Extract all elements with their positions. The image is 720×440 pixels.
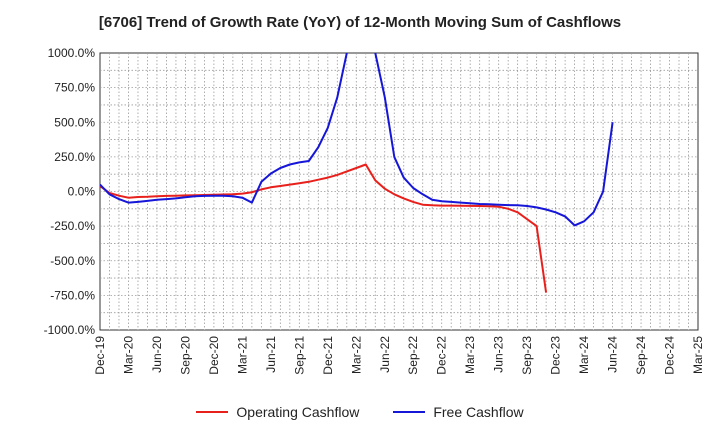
x-tick-label: Sep-21 [292, 336, 306, 375]
x-tick-label: Jun-23 [492, 336, 506, 373]
x-tick-label: Dec-24 [663, 336, 677, 375]
y-tick-label: -250.0% [50, 219, 95, 233]
x-tick-label: Dec-21 [321, 336, 335, 375]
legend-item-free: Free Cashflow [393, 404, 524, 420]
x-tick-label: Dec-23 [549, 336, 563, 375]
x-tick-label: Jun-20 [150, 336, 164, 373]
y-tick-label: 750.0% [54, 81, 95, 95]
y-tick-label: 1000.0% [48, 46, 96, 60]
x-tick-label: Dec-19 [93, 336, 107, 375]
y-tick-label: -500.0% [50, 254, 95, 268]
legend: Operating Cashflow Free Cashflow [0, 404, 720, 420]
y-tick-label: -750.0% [50, 288, 95, 302]
x-tick-label: Jun-24 [606, 336, 620, 373]
x-tick-label: Mar-24 [577, 336, 591, 374]
legend-swatch-free [393, 411, 426, 413]
x-tick-label: Mar-22 [349, 336, 363, 374]
x-tick-label: Jun-21 [264, 336, 278, 373]
y-tick-label: 0.0% [68, 185, 96, 199]
series-line-free-cashflow [374, 53, 614, 227]
x-tick-label: Mar-20 [121, 336, 135, 374]
chart-title: [6706] Trend of Growth Rate (YoY) of 12-… [98, 14, 622, 31]
series-line-free-cashflow [100, 53, 348, 204]
x-tick-label: Dec-22 [435, 336, 449, 375]
legend-swatch-operating [196, 411, 229, 413]
x-tick-label: Mar-25 [691, 336, 705, 374]
x-tick-label: Sep-22 [406, 336, 420, 375]
x-tick-label: Sep-24 [634, 336, 648, 375]
y-tick-label: -1000.0% [44, 323, 96, 337]
legend-label-free: Free Cashflow [433, 404, 524, 420]
x-tick-label: Mar-23 [463, 336, 477, 374]
legend-label-operating: Operating Cashflow [236, 404, 360, 420]
y-tick-label: 250.0% [54, 150, 95, 164]
x-tick-label: Sep-20 [178, 336, 192, 375]
series-line-operating-cashflow [100, 163, 548, 293]
y-tick-label: 500.0% [54, 115, 95, 129]
x-tick-label: Jun-22 [378, 336, 392, 373]
x-tick-label: Dec-20 [207, 336, 221, 375]
x-tick-label: Sep-23 [520, 336, 534, 375]
legend-item-operating: Operating Cashflow [196, 404, 359, 420]
x-tick-label: Mar-21 [235, 336, 249, 374]
